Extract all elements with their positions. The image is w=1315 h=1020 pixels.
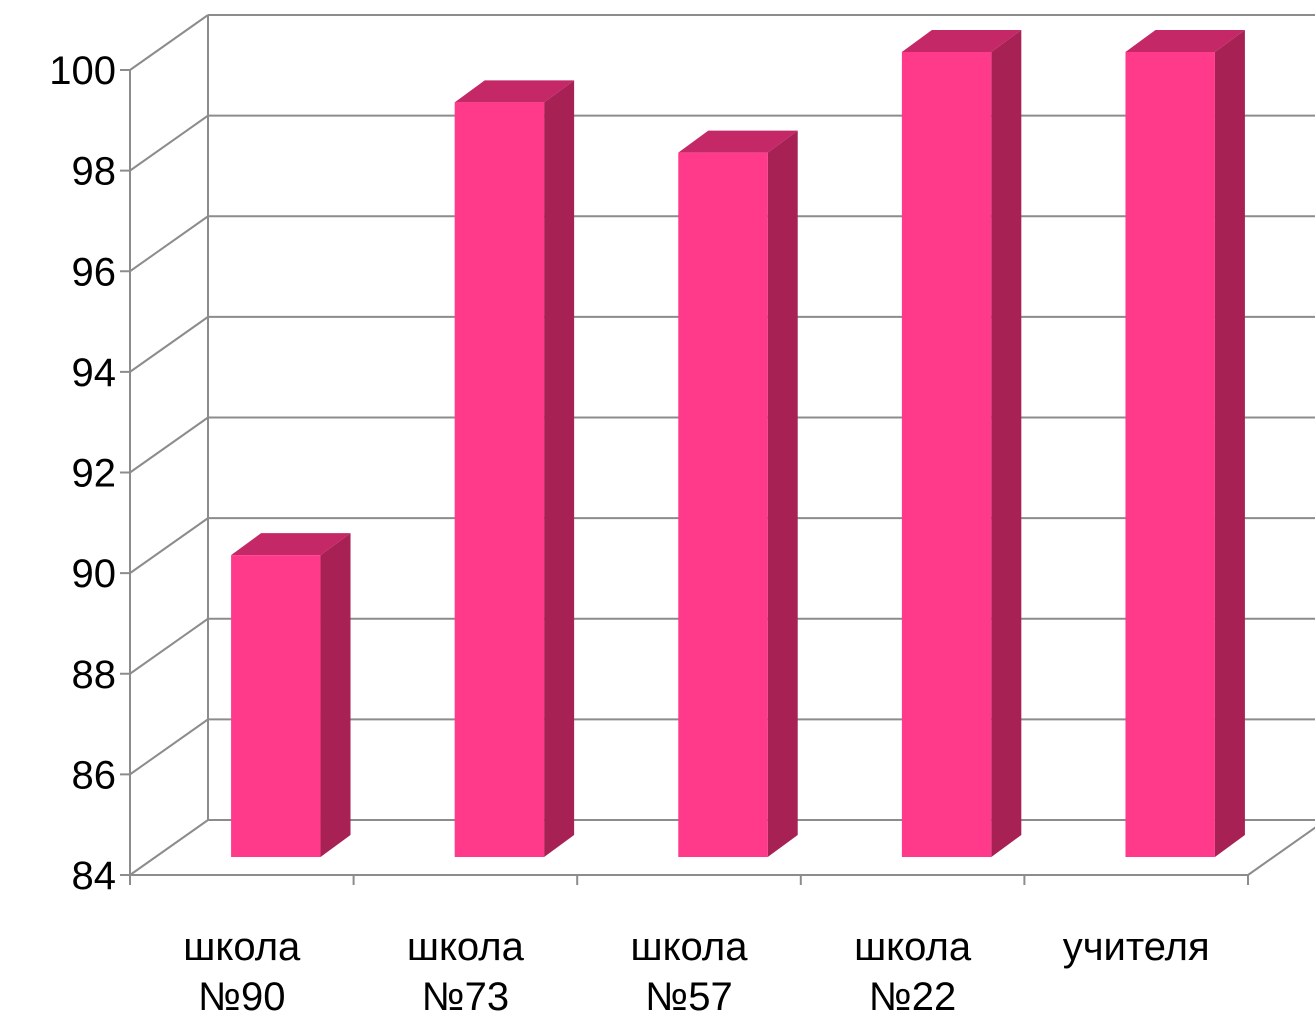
gridline-side-98 [129, 114, 209, 172]
bar-3 [901, 30, 1022, 857]
x-tick-label-line: школа [407, 925, 525, 969]
y-tick-label: 88 [72, 653, 117, 697]
bar-top-1 [454, 80, 575, 103]
gridline-side-86 [129, 718, 209, 776]
x-tick-label-line: №73 [422, 975, 509, 1019]
y-tick-label: 86 [72, 753, 117, 797]
bar-top-2 [678, 130, 798, 153]
bar-4 [1125, 30, 1245, 857]
bar-front-3 [901, 52, 992, 857]
axes [120, 69, 1249, 885]
x-tick-label-line: школа [854, 925, 972, 969]
y-axis-tick-labels: 84 86 88 90 92 94 96 98 100 [49, 49, 116, 898]
x-tick-label: школа №57 [631, 925, 749, 1019]
bar-front-1 [454, 102, 545, 857]
x-axis-tick-labels: школа №90 школа №73 школа №57 школа №22 учителя [183, 925, 1209, 1019]
y-tick-label: 100 [49, 49, 116, 93]
floor-right-edge [1247, 826, 1315, 876]
gridline-side-84 [129, 819, 209, 876]
bar-top-4 [1125, 30, 1245, 52]
y-tick-label: 90 [72, 552, 117, 596]
bar-side-0 [320, 533, 351, 857]
x-tick-label-line: школа [631, 925, 749, 969]
x-tick-label-line: учителя [1063, 925, 1210, 969]
bar-side-1 [544, 80, 575, 857]
gridline-side-90 [129, 517, 209, 574]
y-tick-label: 92 [72, 452, 117, 496]
x-tick-label: школа №90 [183, 925, 301, 1019]
y-tick-label: 98 [72, 150, 117, 194]
bar-2 [678, 130, 798, 857]
y-tick-label: 84 [72, 854, 117, 898]
bar-side-4 [1214, 30, 1245, 857]
bar-0 [231, 533, 351, 857]
bar-top-3 [901, 30, 1022, 52]
bars [231, 30, 1245, 857]
bar-1 [454, 80, 575, 857]
gridline-side-92 [129, 416, 209, 474]
bar-front-0 [231, 555, 321, 857]
gridline-side-94 [129, 316, 209, 373]
x-tick-label-line: №57 [645, 975, 732, 1019]
x-tick-label: школа №73 [407, 925, 525, 1019]
bar-front-4 [1125, 52, 1215, 857]
gridline-side-96 [129, 215, 209, 273]
y-tick-label: 94 [72, 351, 117, 395]
y-tick-label: 96 [72, 250, 117, 294]
gridline-side-100 [129, 14, 209, 71]
bar-top-0 [231, 533, 351, 556]
bar-side-3 [991, 30, 1022, 857]
x-tick-label-line: №22 [869, 975, 956, 1019]
bar-side-2 [767, 130, 798, 857]
x-tick-label: школа №22 [854, 925, 972, 1019]
x-tick-label-line: школа [183, 925, 301, 969]
x-tick-label: учителя [1063, 925, 1210, 969]
x-tick-label-line: №90 [198, 975, 285, 1019]
bar-front-2 [678, 152, 768, 857]
gridline-side-88 [129, 617, 209, 675]
